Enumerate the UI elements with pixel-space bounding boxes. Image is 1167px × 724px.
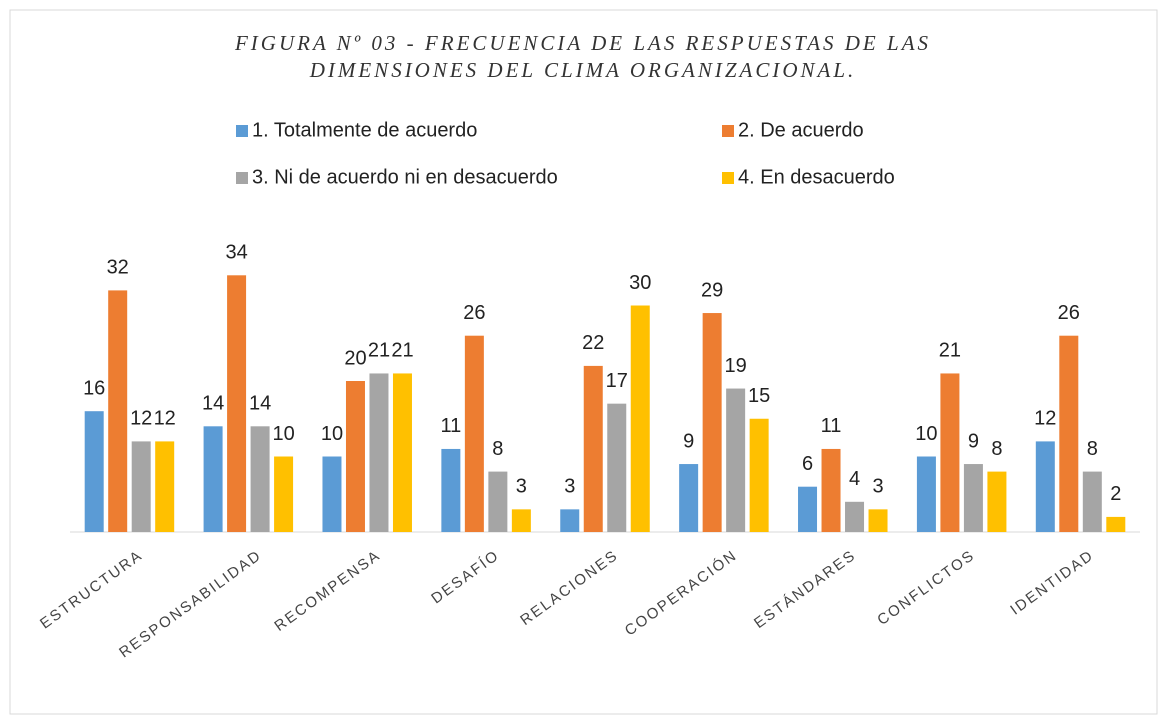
data-label: 19: [725, 355, 747, 377]
data-label: 16: [83, 377, 105, 399]
legend-swatch: [722, 125, 734, 137]
data-label: 11: [440, 415, 461, 437]
bar: [345, 381, 365, 532]
bar: [488, 471, 508, 532]
chart-title: DIMENSIONES DEL CLIMA ORGANIZACIONAL.: [309, 58, 857, 82]
bar: [84, 411, 104, 532]
bar: [203, 426, 223, 532]
bar: [607, 403, 627, 532]
data-label: 21: [368, 340, 390, 362]
bar: [987, 471, 1007, 532]
data-label: 14: [202, 393, 224, 415]
bar: [630, 305, 650, 532]
data-label: 21: [939, 340, 961, 362]
bar: [369, 373, 389, 532]
data-label: 21: [391, 340, 413, 362]
bar: [845, 501, 865, 532]
bar: [441, 448, 461, 532]
bar: [963, 464, 983, 532]
bar: [108, 290, 128, 532]
bar: [227, 275, 247, 532]
bar: [679, 464, 699, 532]
legend-label: 1. Totalmente de acuerdo: [252, 119, 477, 141]
bar: [916, 456, 936, 532]
data-label: 8: [492, 438, 503, 460]
data-label: 8: [991, 438, 1002, 460]
data-label: 29: [701, 279, 723, 301]
bar: [726, 388, 746, 532]
data-label: 10: [321, 423, 343, 445]
bar: [821, 448, 841, 532]
legend-swatch: [236, 172, 248, 184]
data-label: 30: [629, 272, 651, 294]
bar: [749, 418, 769, 532]
bar: [583, 365, 603, 532]
data-label: 15: [748, 385, 770, 407]
bar: [560, 509, 580, 532]
data-label: 3: [564, 476, 575, 498]
data-label: 4: [849, 468, 860, 490]
data-label: 6: [802, 453, 813, 475]
legend-swatch: [722, 172, 734, 184]
data-label: 14: [249, 393, 271, 415]
bar: [392, 373, 412, 532]
data-label: 8: [1087, 438, 1098, 460]
bar: [322, 456, 342, 532]
bar: [1082, 471, 1102, 532]
bar: [155, 441, 175, 532]
data-label: 17: [606, 370, 628, 392]
data-label: 10: [915, 423, 937, 445]
data-label: 22: [582, 332, 604, 354]
data-label: 20: [344, 347, 366, 369]
data-label: 2: [1110, 483, 1121, 505]
data-label: 26: [1058, 302, 1080, 324]
bar: [131, 441, 151, 532]
bar: [1106, 516, 1126, 532]
legend-label: 2. De acuerdo: [738, 119, 864, 141]
legend-label: 3. Ni de acuerdo ni en desacuerdo: [252, 166, 558, 188]
bar: [940, 373, 960, 532]
legend-label: 4. En desacuerdo: [738, 166, 895, 188]
data-label: 32: [107, 257, 129, 279]
data-label: 3: [516, 476, 527, 498]
data-label: 9: [968, 430, 979, 452]
data-label: 12: [154, 408, 176, 430]
bar: [798, 486, 818, 532]
data-label: 12: [1034, 408, 1056, 430]
data-label: 9: [683, 430, 694, 452]
bar: [274, 456, 294, 532]
data-label: 26: [463, 302, 485, 324]
bar: [702, 313, 722, 532]
data-label: 34: [225, 242, 247, 264]
bar: [511, 509, 531, 532]
data-label: 12: [130, 408, 152, 430]
bar: [250, 426, 270, 532]
bar: [1059, 335, 1079, 532]
chart-title: FIGURA Nº 03 - FRECUENCIA DE LAS RESPUES…: [234, 31, 931, 55]
data-label: 10: [272, 423, 294, 445]
chart-border: [9, 9, 1158, 715]
legend-swatch: [236, 125, 248, 137]
data-label: 3: [872, 476, 883, 498]
data-label: 11: [821, 415, 842, 437]
bar: [868, 509, 888, 532]
bar: [1035, 441, 1055, 532]
bar: [464, 335, 484, 532]
